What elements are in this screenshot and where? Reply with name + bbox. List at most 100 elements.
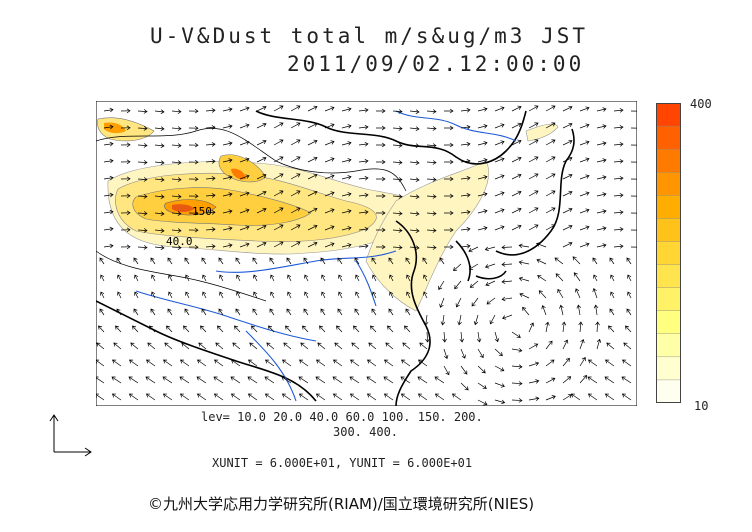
wind-arrow bbox=[392, 126, 403, 131]
wind-arrow bbox=[332, 376, 343, 384]
wind-arrow bbox=[273, 207, 284, 214]
wind-arrow bbox=[358, 226, 369, 232]
wind-arrow bbox=[201, 308, 207, 316]
wind-arrow bbox=[477, 124, 488, 129]
wind-arrow bbox=[218, 257, 224, 265]
wind-arrow bbox=[273, 122, 284, 129]
wind-arrow bbox=[494, 157, 505, 163]
wind-arrow bbox=[239, 208, 250, 214]
wind-arrow bbox=[111, 359, 122, 367]
wind-arrow bbox=[453, 263, 462, 272]
wind-arrow bbox=[239, 242, 250, 248]
wind-arrow bbox=[290, 105, 301, 112]
wind-arrow bbox=[545, 207, 556, 214]
wind-arrow bbox=[426, 109, 437, 114]
wind-arrow bbox=[355, 291, 360, 299]
wind-arrow bbox=[425, 331, 430, 343]
wind-arrow bbox=[171, 143, 182, 148]
wind-arrow bbox=[264, 359, 275, 367]
wind-arrow bbox=[440, 314, 446, 326]
wind-arrow bbox=[171, 126, 182, 131]
wind-arrow bbox=[202, 291, 207, 299]
wind-arrow bbox=[332, 393, 343, 401]
wind-arrow bbox=[181, 342, 190, 350]
wind-arrow bbox=[270, 274, 275, 282]
wind-arrow bbox=[443, 365, 450, 376]
wind-arrow bbox=[455, 297, 462, 308]
wind-arrow bbox=[388, 308, 394, 316]
wind-arrow bbox=[613, 142, 624, 147]
wind-arrow bbox=[167, 308, 173, 316]
wind-arrow bbox=[406, 291, 411, 299]
wind-arrow bbox=[264, 393, 275, 401]
wind-arrow bbox=[423, 314, 429, 326]
wind-arrow bbox=[536, 242, 547, 248]
wind-arrow bbox=[426, 143, 437, 148]
wind-arrow bbox=[405, 257, 411, 265]
colorbar-cell bbox=[656, 333, 681, 358]
wind-arrow bbox=[145, 393, 156, 401]
wind-arrow bbox=[518, 276, 530, 282]
colorbar-cell bbox=[656, 241, 681, 266]
wind-arrow bbox=[443, 108, 454, 114]
wind-arrow bbox=[454, 280, 462, 290]
wind-arrow bbox=[213, 393, 224, 401]
wind-arrow bbox=[171, 194, 182, 199]
wind-arrow bbox=[630, 211, 637, 216]
wind-arrow bbox=[317, 342, 326, 350]
wind-arrow bbox=[576, 304, 582, 316]
wind-arrow bbox=[579, 191, 590, 197]
wind-arrow bbox=[354, 257, 360, 265]
wind-arrow bbox=[511, 105, 522, 112]
wind-arrow bbox=[290, 190, 301, 197]
wind-arrow bbox=[239, 106, 250, 112]
wind-arrow bbox=[137, 194, 148, 199]
wind-arrow bbox=[545, 190, 556, 197]
wind-arrow bbox=[613, 244, 624, 249]
wind-arrow bbox=[358, 141, 369, 147]
wind-arrow bbox=[426, 177, 437, 182]
wind-arrow bbox=[134, 291, 139, 299]
wind-arrow bbox=[477, 175, 488, 180]
wind-arrow bbox=[324, 208, 335, 214]
wind-arrow bbox=[273, 173, 284, 180]
wind-arrow bbox=[120, 227, 131, 233]
wind-arrow bbox=[120, 108, 131, 114]
wind-arrow bbox=[307, 105, 318, 112]
wind-arrow bbox=[511, 173, 522, 180]
wind-arrow bbox=[133, 257, 139, 265]
wind-arrow bbox=[545, 359, 555, 367]
wind-arrow bbox=[167, 257, 173, 265]
wind-arrow bbox=[439, 257, 445, 265]
wind-arrow bbox=[426, 245, 437, 250]
wind-arrow bbox=[528, 343, 539, 350]
wind-arrow bbox=[315, 359, 326, 367]
wind-arrow bbox=[511, 122, 522, 129]
wind-arrow bbox=[587, 359, 598, 367]
wind-arrow bbox=[555, 273, 564, 282]
wind-arrow bbox=[443, 227, 454, 233]
wind-arrow bbox=[375, 142, 386, 148]
wind-arrow bbox=[338, 274, 343, 282]
wind-arrow bbox=[626, 308, 632, 316]
wind-arrow bbox=[494, 331, 500, 343]
wind-arrow bbox=[273, 156, 284, 163]
wind-arrow bbox=[354, 308, 360, 316]
wind-arrow bbox=[147, 342, 156, 350]
wind-arrow bbox=[562, 241, 573, 248]
wind-arrow bbox=[307, 156, 318, 163]
contour-label-150: 150 bbox=[192, 205, 212, 218]
wind-arrow bbox=[270, 291, 275, 299]
wind-arrow bbox=[366, 359, 377, 367]
wind-arrow bbox=[596, 175, 607, 180]
colorbar-cell bbox=[656, 287, 681, 312]
wind-arrow bbox=[341, 209, 352, 214]
wind-arrow bbox=[230, 376, 241, 384]
wind-arrow bbox=[400, 359, 411, 367]
wind-arrow bbox=[162, 376, 173, 384]
wind-arrow bbox=[385, 342, 394, 350]
wind-arrow bbox=[402, 342, 411, 350]
wind-arrow bbox=[205, 142, 216, 147]
wind-arrow bbox=[375, 244, 386, 250]
wind-arrow bbox=[389, 291, 394, 299]
